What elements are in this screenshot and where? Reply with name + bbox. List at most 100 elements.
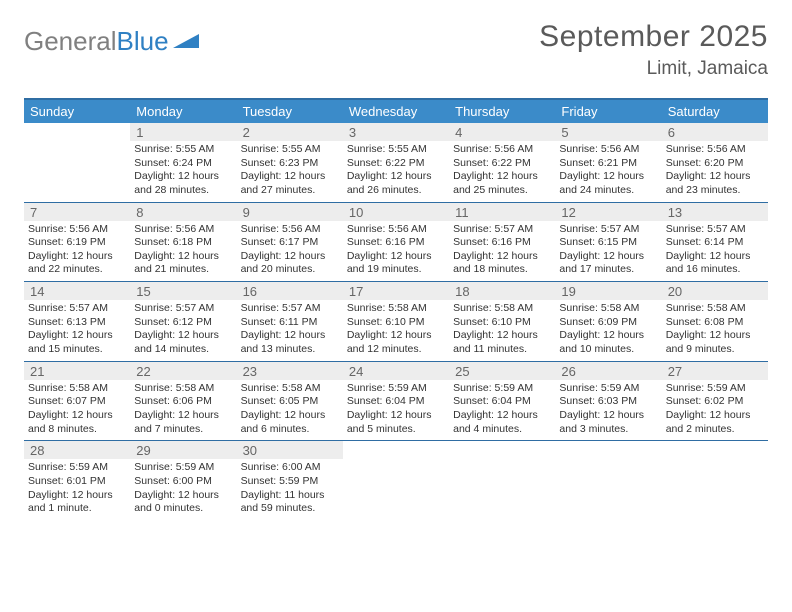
day-number: 4 [449,123,555,141]
day-cell: 3Sunrise: 5:55 AMSunset: 6:22 PMDaylight… [343,123,449,202]
day-content: Sunrise: 5:58 AMSunset: 6:09 PMDaylight:… [555,300,661,361]
day-content: Sunrise: 5:57 AMSunset: 6:12 PMDaylight:… [130,300,236,361]
day-cell: 21 Sunrise: 5:58 AMSunset: 6:07 PMDayligh… [24,362,130,441]
sunrise-text: Sunrise: 5:58 AM [666,302,764,316]
sunrise-text: Sunrise: 5:57 AM [666,223,764,237]
day-number: 5 [555,123,661,141]
day-content: Sunrise: 5:56 AMSunset: 6:17 PMDaylight:… [237,221,343,282]
daylight-text: Daylight: 12 hours and 8 minutes. [28,409,126,436]
sunset-text: Sunset: 6:04 PM [347,395,445,409]
day-content: Sunrise: 5:59 AMSunset: 6:02 PMDaylight:… [662,380,768,441]
day-number: 8 [130,203,236,221]
sunrise-text: Sunrise: 5:57 AM [453,223,551,237]
day-cell: 4Sunrise: 5:56 AMSunset: 6:22 PMDaylight… [449,123,555,202]
sunset-text: Sunset: 6:09 PM [559,316,657,330]
sunset-text: Sunset: 6:20 PM [666,157,764,171]
day-content: Sunrise: 5:57 AMSunset: 6:15 PMDaylight:… [555,221,661,282]
sunset-text: Sunset: 6:01 PM [28,475,126,489]
sunrise-text: Sunrise: 5:56 AM [28,223,126,237]
day-content: Sunrise: 5:58 AMSunset: 6:08 PMDaylight:… [662,300,768,361]
week-row: 21Sunrise: 5:58 AMSunset: 6:07 PMDayligh… [24,361,768,441]
sunrise-text: Sunrise: 5:57 AM [28,302,126,316]
day-content: Sunrise: 5:59 AMSunset: 6:01 PMDaylight:… [24,459,130,520]
sunrise-text: Sunrise: 5:55 AM [347,143,445,157]
sunset-text: Sunset: 6:10 PM [347,316,445,330]
day-content: Sunrise: 5:58 AMSunset: 6:06 PMDaylight:… [130,380,236,441]
daylight-text: Daylight: 12 hours and 6 minutes. [241,409,339,436]
daylight-text: Daylight: 12 hours and 26 minutes. [347,170,445,197]
calendar-grid: Sunday Monday Tuesday Wednesday Thursday… [24,98,768,520]
sunrise-text: Sunrise: 5:56 AM [134,223,232,237]
day-number: 17 [343,282,449,300]
day-cell: 5Sunrise: 5:56 AMSunset: 6:21 PMDaylight… [555,123,661,202]
sunset-text: Sunset: 6:16 PM [453,236,551,250]
sunset-text: Sunset: 6:00 PM [134,475,232,489]
daylight-text: Daylight: 12 hours and 24 minutes. [559,170,657,197]
daylight-text: Daylight: 12 hours and 12 minutes. [347,329,445,356]
sunset-text: Sunset: 6:22 PM [347,157,445,171]
day-number: 27 [662,362,768,380]
daylight-text: Daylight: 12 hours and 7 minutes. [134,409,232,436]
daylight-text: Daylight: 12 hours and 15 minutes. [28,329,126,356]
day-number: 21 [24,362,130,380]
day-cell: 25Sunrise: 5:59 AMSunset: 6:04 PMDayligh… [449,362,555,441]
day-content: Sunrise: 5:57 AMSunset: 6:16 PMDaylight:… [449,221,555,282]
page-header: GeneralBlue September 2025 Limit, Jamaic… [24,20,768,80]
day-cell: 18Sunrise: 5:58 AMSunset: 6:10 PMDayligh… [449,282,555,361]
sunset-text: Sunset: 6:07 PM [28,395,126,409]
day-cell [24,123,130,202]
day-number: 16 [237,282,343,300]
day-number: 30 [237,441,343,459]
daylight-text: Daylight: 12 hours and 2 minutes. [666,409,764,436]
day-cell: 9Sunrise: 5:56 AMSunset: 6:17 PMDaylight… [237,203,343,282]
sunrise-text: Sunrise: 5:58 AM [241,382,339,396]
dayhead-fri: Friday [555,100,661,123]
day-cell: 1Sunrise: 5:55 AMSunset: 6:24 PMDaylight… [130,123,236,202]
sunrise-text: Sunrise: 5:59 AM [666,382,764,396]
daylight-text: Daylight: 12 hours and 21 minutes. [134,250,232,277]
day-content: Sunrise: 5:56 AMSunset: 6:18 PMDaylight:… [130,221,236,282]
sunrise-text: Sunrise: 6:00 AM [241,461,339,475]
sunrise-text: Sunrise: 5:58 AM [28,382,126,396]
sunrise-text: Sunrise: 5:58 AM [134,382,232,396]
day-cell: 8Sunrise: 5:56 AMSunset: 6:18 PMDaylight… [130,203,236,282]
sunrise-text: Sunrise: 5:59 AM [134,461,232,475]
sunset-text: Sunset: 6:02 PM [666,395,764,409]
day-number: 7 [24,203,130,221]
sunset-text: Sunset: 6:24 PM [134,157,232,171]
daylight-text: Daylight: 12 hours and 19 minutes. [347,250,445,277]
day-number: 6 [662,123,768,141]
day-number: 2 [237,123,343,141]
day-number: 24 [343,362,449,380]
dayhead-sat: Saturday [662,100,768,123]
sunset-text: Sunset: 6:14 PM [666,236,764,250]
brand-logo: GeneralBlue [24,20,201,57]
sunrise-text: Sunrise: 5:58 AM [559,302,657,316]
day-content: Sunrise: 5:56 AMSunset: 6:19 PMDaylight:… [24,221,130,282]
daylight-text: Daylight: 12 hours and 28 minutes. [134,170,232,197]
day-cell [449,441,555,520]
week-row: 7Sunrise: 5:56 AMSunset: 6:19 PMDaylight… [24,202,768,282]
day-number: 12 [555,203,661,221]
daylight-text: Daylight: 12 hours and 17 minutes. [559,250,657,277]
day-number: 14 [24,282,130,300]
daylight-text: Daylight: 12 hours and 16 minutes. [666,250,764,277]
day-cell: 17Sunrise: 5:58 AMSunset: 6:10 PMDayligh… [343,282,449,361]
day-content: Sunrise: 5:55 AMSunset: 6:24 PMDaylight:… [130,141,236,202]
sunrise-text: Sunrise: 5:56 AM [453,143,551,157]
day-content: Sunrise: 5:56 AMSunset: 6:21 PMDaylight:… [555,141,661,202]
daylight-text: Daylight: 12 hours and 11 minutes. [453,329,551,356]
sunrise-text: Sunrise: 5:56 AM [559,143,657,157]
sunset-text: Sunset: 6:10 PM [453,316,551,330]
day-number: 20 [662,282,768,300]
logo-triangle-icon [173,26,201,57]
day-number: 13 [662,203,768,221]
sunset-text: Sunset: 6:19 PM [28,236,126,250]
day-cell: 24Sunrise: 5:59 AMSunset: 6:04 PMDayligh… [343,362,449,441]
brand-part1: General [24,26,117,57]
sunset-text: Sunset: 6:11 PM [241,316,339,330]
day-cell: 23Sunrise: 5:58 AMSunset: 6:05 PMDayligh… [237,362,343,441]
day-content: Sunrise: 5:59 AMSunset: 6:03 PMDaylight:… [555,380,661,441]
day-cell: 15Sunrise: 5:57 AMSunset: 6:12 PMDayligh… [130,282,236,361]
daylight-text: Daylight: 12 hours and 14 minutes. [134,329,232,356]
